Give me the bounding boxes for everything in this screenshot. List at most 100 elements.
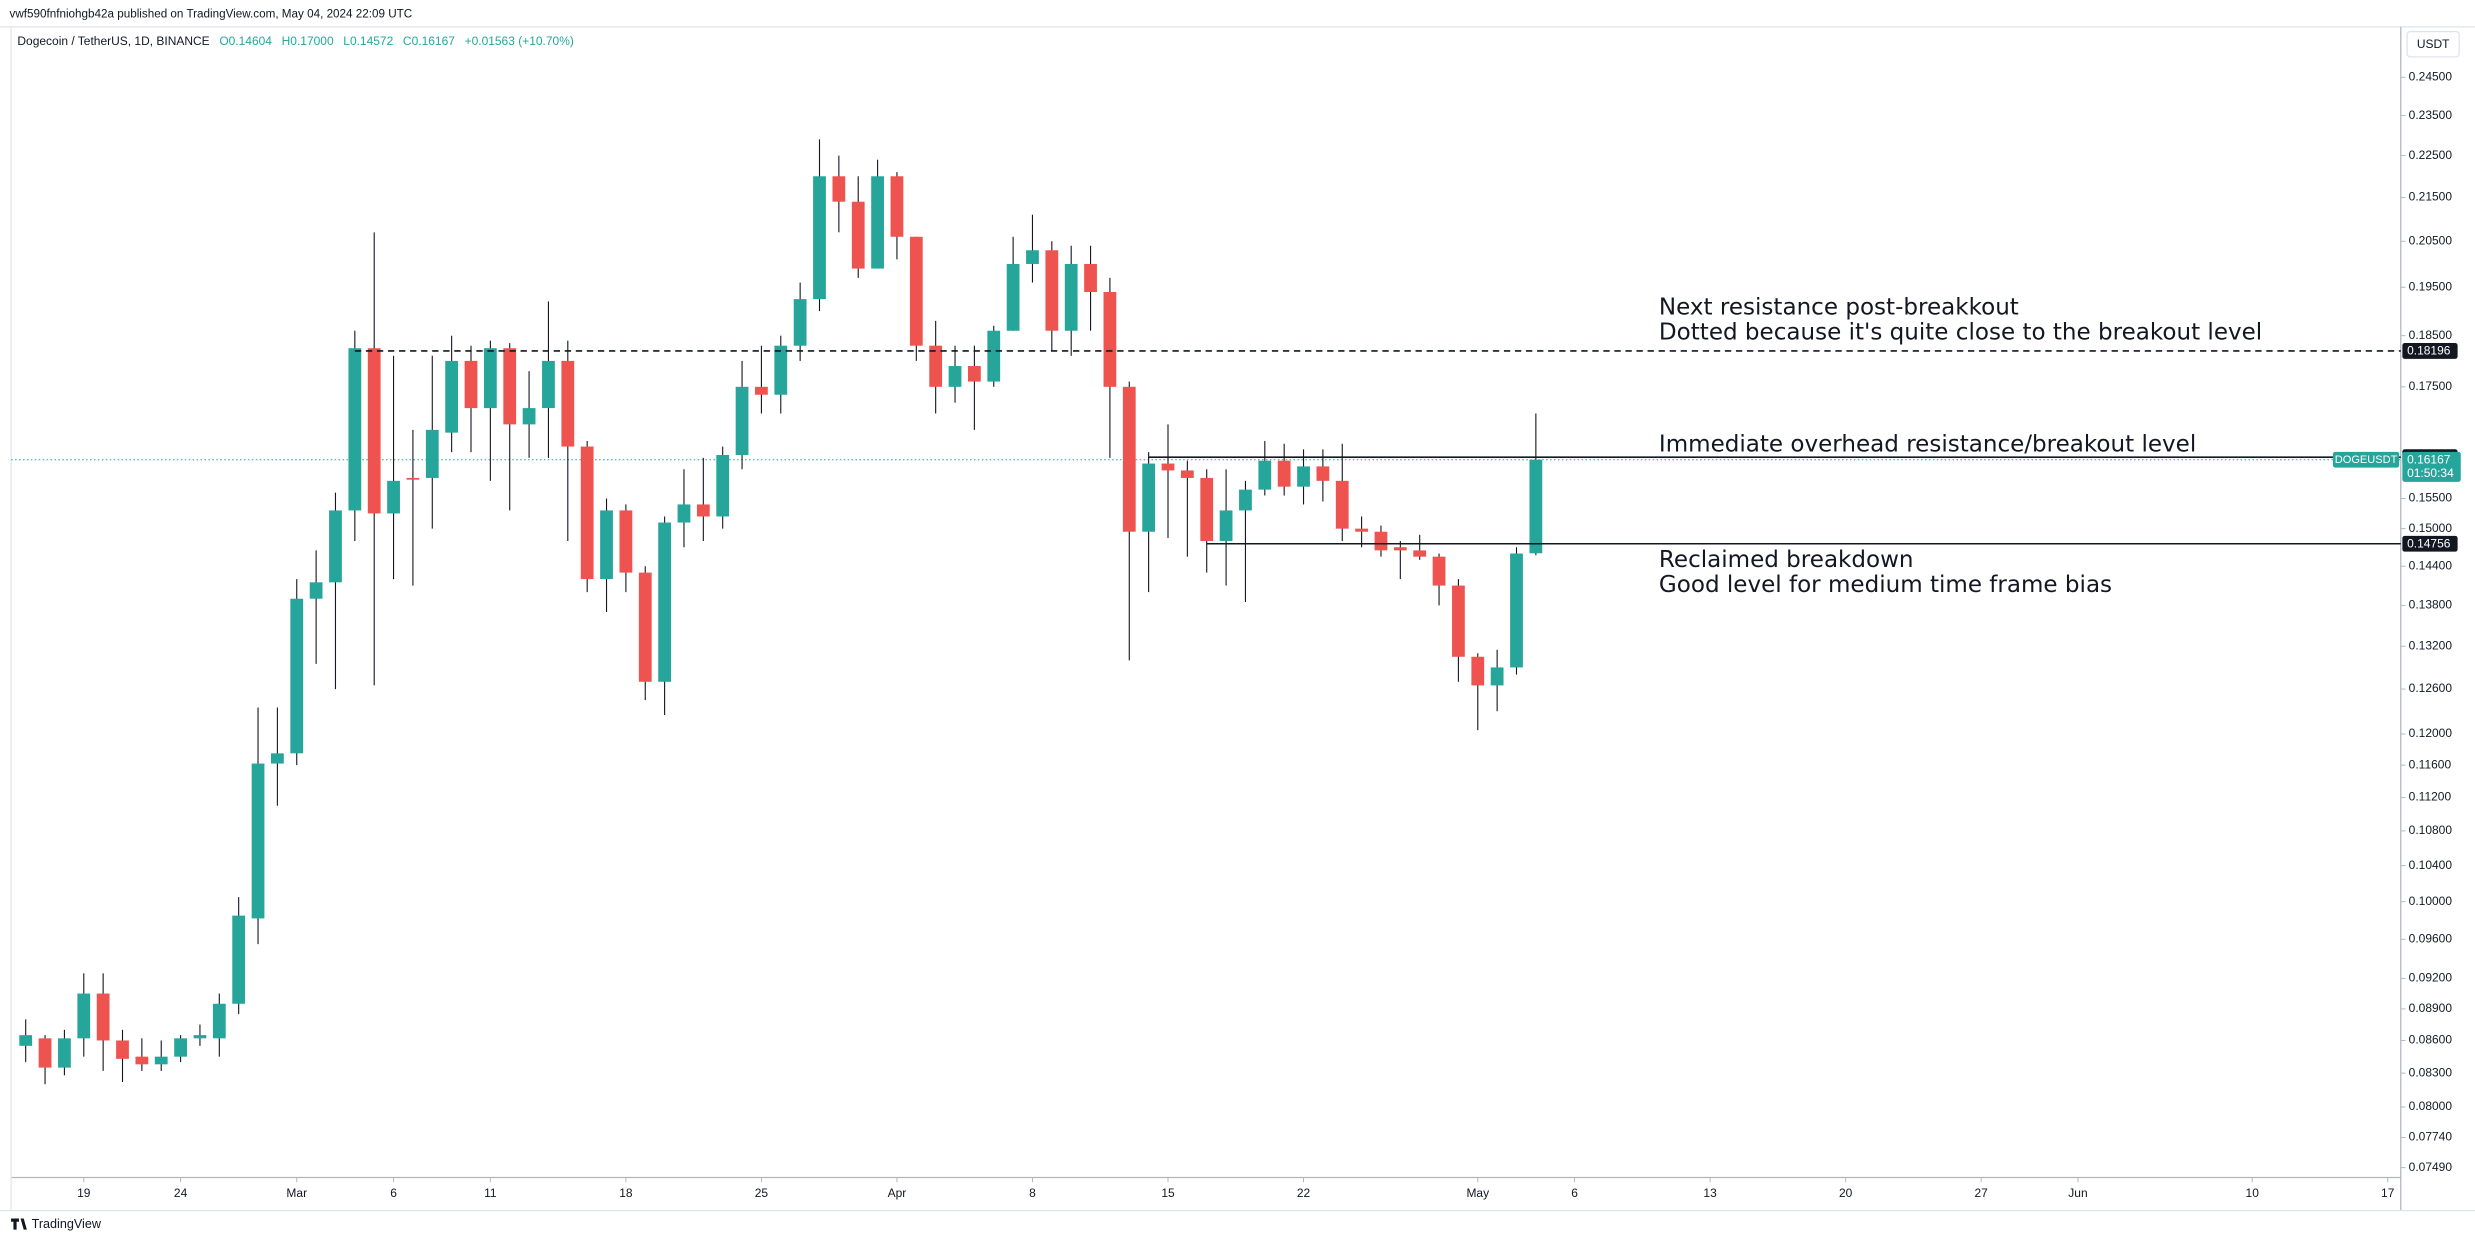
x-tick-label: 6: [1571, 1186, 1578, 1200]
brand: TradingView: [11, 1217, 102, 1231]
candle-body: [1084, 263, 1097, 292]
y-tick-label: 0.15500: [2409, 491, 2453, 505]
candle-body: [1529, 459, 1543, 554]
annotation: Good level for medium time frame bias: [1659, 572, 2112, 598]
x-tick-label: 19: [77, 1186, 91, 1200]
x-tick-label: Mar: [286, 1186, 307, 1200]
x-tick-label: May: [1466, 1186, 1489, 1200]
annotation: Dotted because it's quite close to the b…: [1659, 320, 2262, 346]
y-tick-label: 0.11600: [2409, 757, 2452, 771]
candle-body: [58, 1038, 71, 1068]
candle-body: [948, 366, 962, 387]
candle-body: [503, 348, 517, 425]
candle-body: [619, 510, 633, 573]
y-tick-label: 0.19500: [2409, 279, 2453, 293]
brand-name: TradingView: [32, 1217, 102, 1231]
x-tick-label: 15: [1161, 1186, 1175, 1200]
legend-open: O0.14604: [219, 34, 272, 48]
candle-body: [77, 993, 91, 1039]
candle-body: [1355, 528, 1368, 532]
y-tick-label: 0.08000: [2409, 1099, 2453, 1113]
last-price-symbol: DOGEUSDT: [2335, 454, 2398, 466]
candle-body: [1180, 470, 1194, 478]
candle-body: [154, 1056, 168, 1065]
candle-body: [116, 1040, 129, 1059]
candle-body: [793, 299, 807, 346]
candle-body: [871, 176, 884, 269]
candle-body: [696, 504, 710, 517]
chart-title: Dogecoin / TetherUS, 1D, BINANCE: [17, 34, 209, 48]
y-tick-label: 0.10000: [2409, 894, 2453, 908]
candle-body: [174, 1038, 187, 1057]
candle-body: [38, 1038, 52, 1068]
currency-box[interactable]: [2406, 30, 2460, 58]
y-tick-label: 0.12600: [2409, 681, 2453, 695]
candle-body: [967, 366, 981, 382]
x-tick-label: Jun: [2068, 1186, 2087, 1200]
candle-body: [1200, 477, 1214, 542]
legend-change: +0.01563 (+10.70%): [465, 34, 574, 48]
candle-body: [522, 408, 536, 425]
candle-body: [677, 504, 691, 523]
legend-low: L0.14572: [343, 34, 393, 48]
countdown: 01:50:34: [2407, 466, 2454, 480]
candle-body: [445, 360, 459, 433]
x-tick-label: 11: [484, 1186, 497, 1200]
candle-body: [406, 477, 420, 480]
candle-body: [19, 1035, 33, 1046]
published-note: vwf590fnfniohgb42a published on TradingV…: [9, 7, 412, 20]
candle-body: [1277, 460, 1291, 487]
candle-body: [1122, 386, 1136, 532]
y-tick-label: 0.12000: [2409, 726, 2453, 740]
candle-body: [367, 348, 381, 514]
candle-body: [1026, 250, 1039, 264]
candle-body: [1432, 556, 1446, 586]
candle-body: [1045, 250, 1059, 331]
candle-body: [309, 582, 323, 599]
x-tick-label: 18: [619, 1186, 633, 1200]
candle-body: [1316, 466, 1330, 481]
candle-body: [580, 446, 594, 580]
x-tick-label: 24: [174, 1186, 188, 1200]
candle-body: [851, 201, 865, 269]
candle-body: [735, 386, 749, 456]
candle-body: [1103, 291, 1117, 387]
candle-body: [561, 360, 575, 447]
brand-logo: [11, 1218, 27, 1230]
y-tick-label: 0.13800: [2409, 598, 2453, 612]
y-tick-label: 0.07740: [2409, 1130, 2453, 1144]
candle-body: [193, 1035, 207, 1039]
candle-body: [890, 176, 904, 237]
y-tick-label: 0.07490: [2409, 1160, 2453, 1174]
x-tick-label: 8: [1029, 1186, 1036, 1200]
candle-body: [658, 522, 672, 682]
candle-body: [832, 176, 846, 202]
y-tick-label: 0.18500: [2409, 328, 2453, 342]
y-tick-label: 0.14400: [2409, 558, 2453, 572]
candle-body: [1219, 510, 1233, 542]
candle-body: [1239, 489, 1252, 511]
currency[interactable]: USDT: [2417, 37, 2450, 51]
y-tick-label: 0.17500: [2409, 379, 2453, 393]
y-tick-label: 0.08300: [2409, 1065, 2453, 1079]
candle-body: [1297, 466, 1310, 487]
y-tick-label: 0.13200: [2409, 638, 2453, 652]
x-tick-label: 20: [1839, 1186, 1853, 1200]
x-tick-label: 17: [2381, 1186, 2395, 1200]
level-tag-label: 0.14756: [2407, 536, 2451, 550]
candle-body: [716, 455, 730, 517]
candle-body: [1393, 547, 1407, 551]
x-tick-label: 10: [2246, 1186, 2260, 1200]
last-price-symbol-tag: [2332, 451, 2400, 468]
level-tag: [2402, 535, 2458, 552]
y-tick-label: 0.10400: [2409, 858, 2453, 872]
level-tag-label: 0.18196: [2407, 344, 2451, 358]
candle-body: [212, 1003, 226, 1039]
plot-area: [11, 139, 2401, 1085]
annotation: Reclaimed breakdown: [1659, 547, 1914, 573]
candle-body: [774, 345, 788, 395]
y-tick-label: 0.11200: [2409, 790, 2452, 804]
candle-body: [813, 176, 826, 300]
